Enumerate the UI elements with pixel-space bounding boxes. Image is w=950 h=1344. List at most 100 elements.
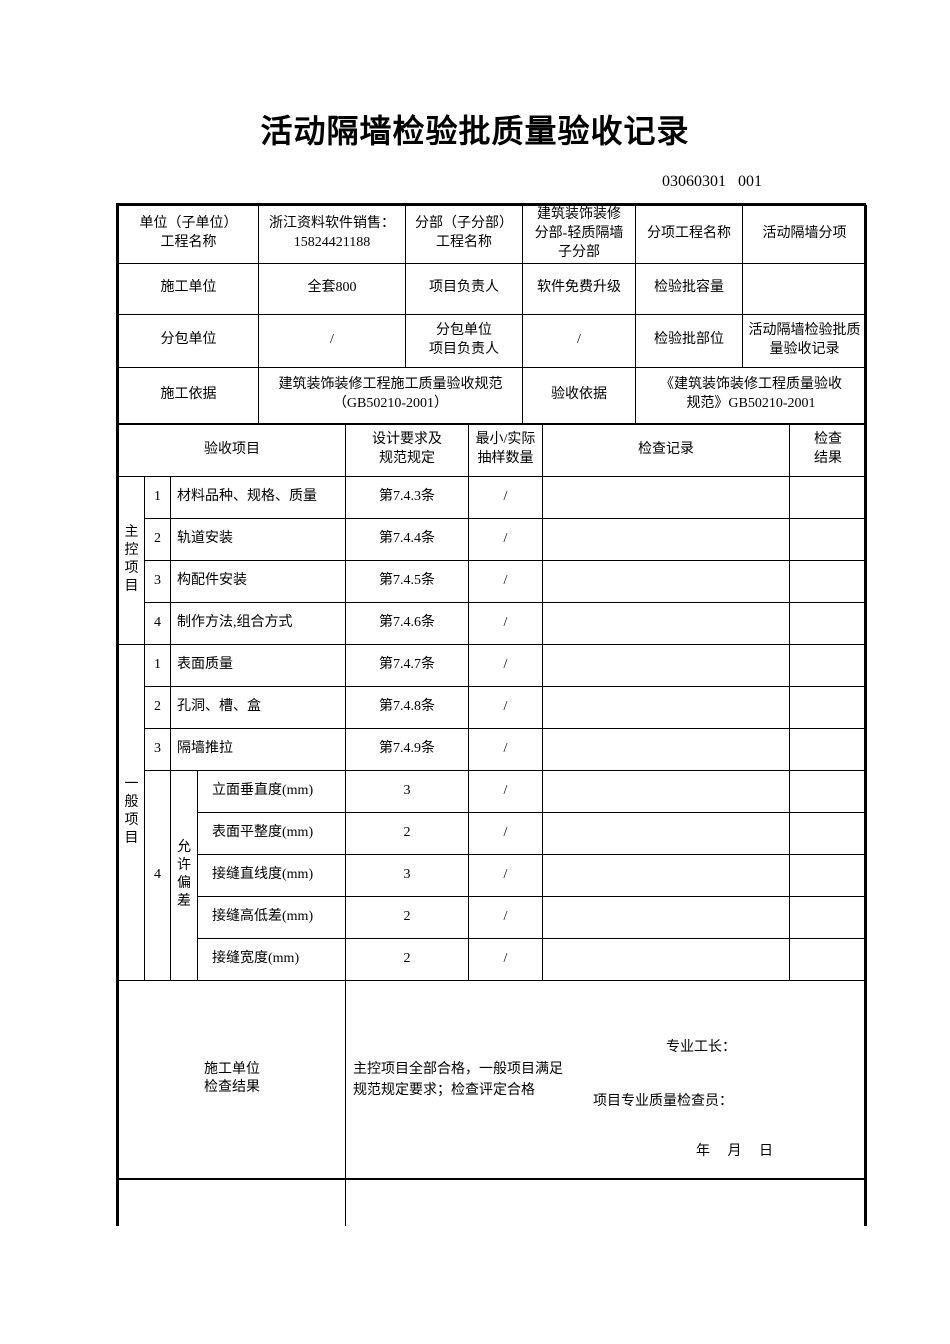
truncated-row bbox=[118, 1178, 867, 1227]
conclusion-text: 主控项目全部合格，一般项目满足 规范规定要求；检查评定合格 bbox=[353, 1061, 563, 1098]
item-result bbox=[789, 475, 867, 519]
item-result bbox=[789, 895, 867, 939]
doc-title: 活动隔墙检验批质量验收记录 bbox=[260, 113, 690, 149]
item-sample: / bbox=[468, 727, 543, 771]
item-name: 表面质量 bbox=[170, 643, 346, 687]
date-label: 年 月 日 bbox=[696, 1143, 773, 1159]
item-name: 表面平整度(mm) bbox=[197, 811, 346, 855]
deviation-row: 接缝直线度(mm) 3 / bbox=[119, 853, 867, 897]
item-sample: / bbox=[468, 643, 543, 687]
deviation-group-cell: 允许偏差 bbox=[170, 769, 198, 981]
item-record bbox=[542, 727, 790, 771]
item-req: 第7.4.7条 bbox=[345, 643, 469, 687]
part-value: 活动隔墙检验批质 量验收记录 bbox=[742, 313, 867, 368]
contractor-value: 全套800 bbox=[258, 262, 406, 315]
item-sample: / bbox=[468, 937, 543, 981]
deviation-no-cell: 4 bbox=[144, 769, 171, 981]
acceptance-basis-label: 验收依据 bbox=[522, 366, 636, 424]
item-no: 2 bbox=[144, 517, 171, 561]
item-record bbox=[542, 895, 790, 939]
deviation-row: 4 允许偏差 立面垂直度(mm) 3 / bbox=[119, 769, 867, 981]
general-group-label: 一般项目 bbox=[124, 776, 139, 847]
truncated-right-cell bbox=[345, 1178, 867, 1227]
subcontractor-pm-value: / bbox=[522, 313, 636, 368]
item-record bbox=[542, 853, 790, 897]
general-item-row: 3 隔墙推拉 第7.4.9条 / bbox=[119, 727, 867, 771]
item-name: 隔墙推拉 bbox=[170, 727, 346, 771]
inspection-result-row: 施工单位 检查结果 主控项目全部合格，一般项目满足 规范规定要求；检查评定合格 … bbox=[118, 979, 867, 1181]
item-result bbox=[789, 517, 867, 561]
subdivision-value: 建筑装饰装修 分部-轻质隔墙 子分部 bbox=[522, 205, 636, 264]
item-result bbox=[789, 853, 867, 897]
main-item-row: 3 构配件安装 第7.4.5条 / bbox=[119, 559, 867, 603]
header-requirement: 设计要求及 规范规定 bbox=[345, 423, 469, 477]
unit-project-label: 单位（子单位） 工程名称 bbox=[118, 205, 259, 264]
item-sample: / bbox=[468, 811, 543, 855]
branch-value: 活动隔墙分项 bbox=[742, 205, 867, 264]
item-name: 制作方法,组合方式 bbox=[170, 601, 346, 645]
item-req: 第7.4.9条 bbox=[345, 727, 469, 771]
capacity-value bbox=[742, 262, 867, 315]
item-result bbox=[789, 601, 867, 645]
item-name: 接缝直线度(mm) bbox=[197, 853, 346, 897]
item-result bbox=[789, 685, 867, 729]
item-req: 2 bbox=[345, 895, 469, 939]
item-no: 4 bbox=[144, 601, 171, 645]
subcontractor-pm-label: 分包单位 项目负责人 bbox=[405, 313, 523, 368]
item-record bbox=[542, 937, 790, 981]
main-group-label: 主控项目 bbox=[124, 524, 139, 595]
item-name: 构配件安装 bbox=[170, 559, 346, 603]
item-sample: / bbox=[468, 475, 543, 519]
item-result bbox=[789, 727, 867, 771]
inspector-signature-label: 项目专业质量检查员： bbox=[593, 1093, 733, 1109]
info-row-subcontractor: 分包单位 / 分包单位 项目负责人 / 检验批部位 活动隔墙检验批质 量验收记录 bbox=[118, 313, 867, 368]
main-item-row: 2 轨道安装 第7.4.4条 / bbox=[119, 517, 867, 561]
part-label: 检验批部位 bbox=[635, 313, 743, 368]
truncated-left-cell bbox=[118, 1178, 346, 1227]
construction-basis-label: 施工依据 bbox=[118, 366, 259, 424]
header-result: 检查 结果 bbox=[789, 423, 867, 477]
item-no: 3 bbox=[144, 559, 171, 603]
item-record bbox=[542, 769, 790, 813]
subcontractor-label: 分包单位 bbox=[118, 313, 259, 368]
subdivision-label: 分部（子分部） 工程名称 bbox=[405, 205, 523, 264]
item-req: 第7.4.8条 bbox=[345, 685, 469, 729]
item-sample: / bbox=[468, 517, 543, 561]
item-result bbox=[789, 559, 867, 603]
unit-project-value: 浙江资料软件销售： 15824421188 bbox=[258, 205, 406, 264]
subcontractor-value: / bbox=[258, 313, 406, 368]
item-name: 孔洞、槽、盒 bbox=[170, 685, 346, 729]
item-req: 3 bbox=[345, 853, 469, 897]
item-sample: / bbox=[468, 685, 543, 729]
doc-code: 03060301 001 bbox=[662, 173, 762, 190]
item-name: 接缝宽度(mm) bbox=[197, 937, 346, 981]
construction-basis-value: 建筑装饰装修工程施工质量验收规范 （GB50210-2001） bbox=[258, 366, 523, 424]
item-result bbox=[789, 937, 867, 981]
general-item-row: 一般项目 1 表面质量 第7.4.7条 / bbox=[118, 643, 867, 981]
deviation-row: 接缝高低差(mm) 2 / bbox=[119, 895, 867, 939]
info-table: 单位（子单位） 工程名称 浙江资料软件销售： 15824421188 分部（子分… bbox=[118, 205, 867, 424]
contractor-label: 施工单位 bbox=[118, 262, 259, 315]
item-sample: / bbox=[468, 601, 543, 645]
item-req: 第7.4.5条 bbox=[345, 559, 469, 603]
item-req: 2 bbox=[345, 937, 469, 981]
item-result bbox=[789, 643, 867, 687]
item-req: 第7.4.4条 bbox=[345, 517, 469, 561]
item-no: 1 bbox=[144, 475, 171, 519]
inspection-result-label: 施工单位 检查结果 bbox=[118, 979, 346, 1181]
item-no: 3 bbox=[144, 727, 171, 771]
info-row-contractor: 施工单位 全套800 项目负责人 软件免费升级 检验批容量 bbox=[118, 262, 867, 315]
inspection-result-cell: 主控项目全部合格，一般项目满足 规范规定要求；检查评定合格 专业工长： 项目专业… bbox=[345, 979, 867, 1181]
info-row-unit: 单位（子单位） 工程名称 浙江资料软件销售： 15824421188 分部（子分… bbox=[118, 205, 867, 264]
item-result bbox=[789, 769, 867, 813]
item-sample: / bbox=[468, 769, 543, 813]
header-record: 检查记录 bbox=[542, 423, 790, 477]
item-sample: / bbox=[468, 559, 543, 603]
capacity-label: 检验批容量 bbox=[635, 262, 743, 315]
items-header-row: 验收项目 设计要求及 规范规定 最小/实际 抽样数量 检查记录 检查 结果 bbox=[118, 423, 867, 477]
item-record bbox=[542, 685, 790, 729]
form-table: 单位（子单位） 工程名称 浙江资料软件销售： 15824421188 分部（子分… bbox=[116, 203, 867, 1227]
acceptance-basis-value: 《建筑装饰装修工程质量验收 规范》GB50210-2001 bbox=[635, 366, 867, 424]
item-name: 轨道安装 bbox=[170, 517, 346, 561]
item-record bbox=[542, 601, 790, 645]
